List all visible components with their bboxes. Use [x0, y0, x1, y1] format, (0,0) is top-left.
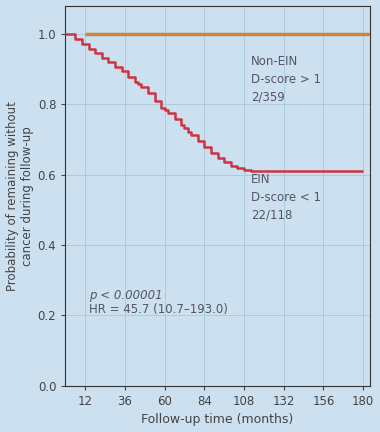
- X-axis label: Follow-up time (months): Follow-up time (months): [141, 413, 294, 426]
- Text: EIN
D-score < 1
22/118: EIN D-score < 1 22/118: [251, 173, 321, 222]
- Text: p < 0.00001: p < 0.00001: [89, 289, 162, 302]
- Text: Non-EIN
D-score > 1
2/359: Non-EIN D-score > 1 2/359: [251, 55, 321, 104]
- Text: HR = 45.7 (10.7–193.0): HR = 45.7 (10.7–193.0): [89, 303, 227, 316]
- Y-axis label: Probability of remaining without
cancer during follow-up: Probability of remaining without cancer …: [6, 101, 33, 291]
